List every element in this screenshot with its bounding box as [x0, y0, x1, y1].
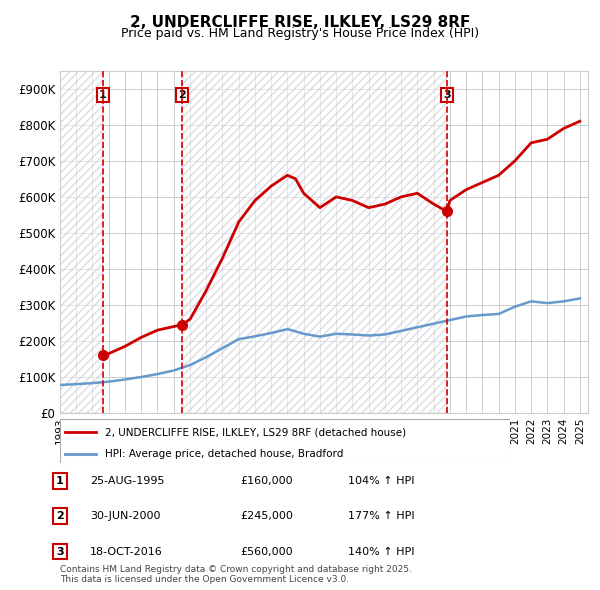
Text: Contains HM Land Registry data © Crown copyright and database right 2025.
This d: Contains HM Land Registry data © Crown c…	[60, 565, 412, 584]
Text: £160,000: £160,000	[240, 476, 293, 486]
Text: 18-OCT-2016: 18-OCT-2016	[90, 547, 163, 556]
Bar	[60, 71, 103, 413]
Text: 3: 3	[443, 90, 451, 100]
Text: 177% ↑ HPI: 177% ↑ HPI	[348, 512, 415, 521]
Text: £560,000: £560,000	[240, 547, 293, 556]
Bar	[182, 71, 446, 413]
Text: 25-AUG-1995: 25-AUG-1995	[90, 476, 164, 486]
Text: 2, UNDERCLIFFE RISE, ILKLEY, LS29 8RF (detached house): 2, UNDERCLIFFE RISE, ILKLEY, LS29 8RF (d…	[105, 427, 406, 437]
Text: £245,000: £245,000	[240, 512, 293, 521]
Text: 30-JUN-2000: 30-JUN-2000	[90, 512, 161, 521]
Text: Price paid vs. HM Land Registry's House Price Index (HPI): Price paid vs. HM Land Registry's House …	[121, 27, 479, 40]
Text: HPI: Average price, detached house, Bradford: HPI: Average price, detached house, Brad…	[105, 450, 343, 459]
Text: 104% ↑ HPI: 104% ↑ HPI	[348, 476, 415, 486]
Text: 2: 2	[56, 512, 64, 521]
Text: 1: 1	[56, 476, 64, 486]
Text: 2, UNDERCLIFFE RISE, ILKLEY, LS29 8RF: 2, UNDERCLIFFE RISE, ILKLEY, LS29 8RF	[130, 15, 470, 30]
Text: 2: 2	[178, 90, 186, 100]
Text: 3: 3	[56, 547, 64, 556]
Text: 140% ↑ HPI: 140% ↑ HPI	[348, 547, 415, 556]
Text: 1: 1	[99, 90, 107, 100]
FancyBboxPatch shape	[60, 419, 510, 463]
